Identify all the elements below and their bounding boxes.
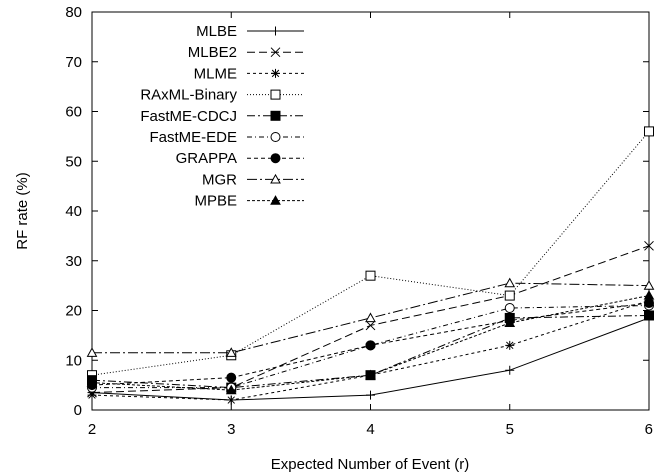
y-tick-label: 0 (74, 402, 82, 419)
legend-marker (270, 173, 281, 184)
legend-marker (270, 132, 281, 142)
y-axis-label: RF rate (%) (14, 172, 31, 250)
series-line (92, 282, 650, 354)
data-point (643, 290, 655, 300)
data-point (504, 303, 515, 314)
legend-marker (270, 110, 281, 121)
legend-label: MLBE (196, 23, 237, 40)
legend-label: FastME-CDCJ (140, 108, 237, 125)
data-point (644, 240, 654, 251)
y-tick-label: 20 (65, 303, 82, 320)
legend-marker (270, 47, 281, 58)
y-tick-label: 60 (65, 104, 82, 121)
legend-marker (271, 26, 280, 36)
data-point (644, 298, 654, 309)
legend-marker (271, 68, 280, 78)
series-line (91, 131, 650, 376)
legend-marker (270, 89, 281, 100)
legend-marker (270, 153, 281, 164)
data-point (365, 320, 376, 331)
y-tick-label: 50 (65, 153, 82, 170)
legend-label: RAxML-Binary (140, 87, 237, 104)
legend-marker (270, 195, 281, 205)
data-point (365, 369, 376, 380)
data-point (504, 277, 516, 288)
legend-label: MLME (194, 65, 237, 82)
y-tick-label: 40 (65, 203, 82, 220)
data-point (644, 126, 654, 137)
x-tick-label: 3 (227, 421, 235, 438)
data-point (644, 310, 654, 321)
legend-label: MPBE (194, 193, 237, 210)
data-point (365, 340, 376, 351)
x-tick-label: 5 (506, 421, 514, 438)
data-point (225, 384, 237, 395)
legend-label: FastME-EDE (149, 129, 237, 146)
y-tick-label: 10 (65, 352, 82, 369)
series-layer (86, 126, 655, 405)
data-point (505, 365, 515, 375)
x-tick-label: 6 (645, 421, 653, 438)
data-point (86, 347, 98, 357)
y-tick-label: 80 (65, 4, 82, 21)
legend-label: GRAPPA (176, 150, 237, 167)
data-point (226, 372, 237, 383)
x-tick-label: 4 (366, 421, 374, 438)
data-point (226, 395, 236, 405)
data-point (86, 377, 98, 387)
data-point (366, 390, 375, 400)
y-tick-label: 70 (65, 54, 82, 71)
x-tick-label: 2 (88, 421, 96, 438)
data-point (365, 270, 376, 281)
y-tick-label: 30 (65, 253, 82, 270)
data-point (504, 290, 515, 301)
series-line (91, 317, 650, 401)
series-line (91, 300, 650, 401)
data-point (643, 280, 655, 290)
data-point (365, 312, 376, 323)
data-point (87, 390, 97, 400)
data-point (504, 317, 516, 328)
axis-ticks: 0 10 20 30 40 50 60 70 80 2 3 4 5 6 (65, 4, 653, 438)
legend: MLBE MLBE2 MLME RAxML-Binary FastME-CDCJ Fast… (140, 23, 304, 210)
data-point (505, 340, 515, 350)
series-mpbe (86, 290, 655, 395)
legend-label: MLBE2 (188, 44, 237, 61)
series-mlbe (87, 313, 654, 405)
series-line (91, 295, 650, 391)
series-mgr (86, 277, 655, 357)
series-fastme-cdcj (87, 310, 654, 393)
x-axis-label: Expected Number of Event (r) (271, 456, 469, 473)
data-point (225, 347, 237, 357)
legend-label: MGR (202, 171, 237, 188)
